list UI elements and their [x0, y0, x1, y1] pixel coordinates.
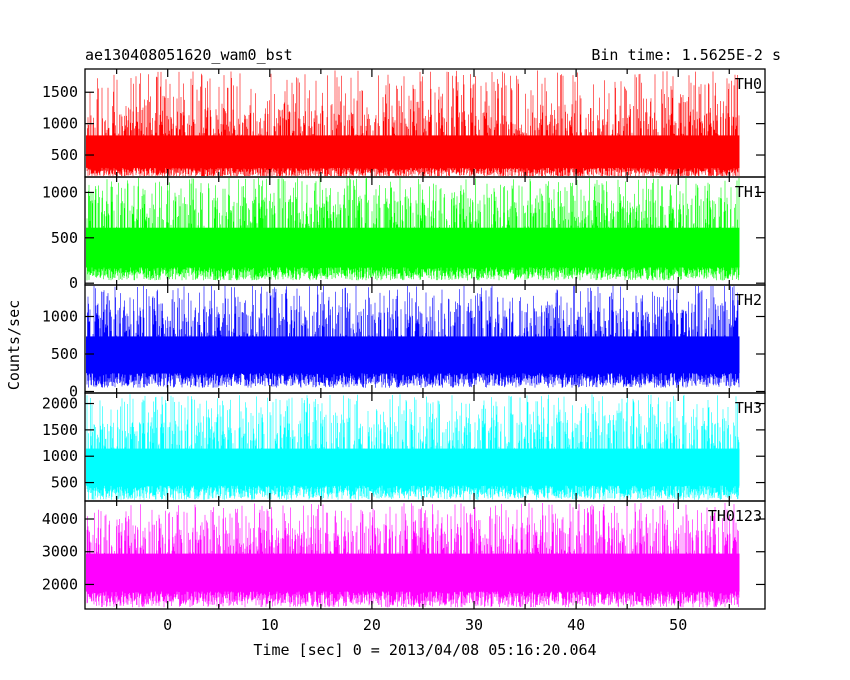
x-tick-label-0: 0 [163, 616, 172, 634]
series-th2 [86, 286, 740, 388]
x-tick-label-40: 40 [567, 616, 585, 634]
series-th3 [86, 394, 740, 500]
y-tick-label-th2-1000: 1000 [42, 308, 78, 326]
y-tick-label-th0-1000: 1000 [42, 115, 78, 133]
panel-th2: TH2 0 500 1000 [42, 284, 766, 401]
y-tick-label-th1-1000: 1000 [42, 183, 78, 201]
panel-th0123: TH0123 2000 3000 4000 [42, 500, 766, 610]
panel-th3: TH3 500 1000 1500 2000 [42, 392, 766, 502]
y-tick-label-th3-1000: 1000 [42, 447, 78, 465]
panel-th1: TH1 0 500 1000 [42, 176, 766, 292]
series-th0 [86, 70, 740, 176]
y-tick-label-th2-0: 0 [69, 383, 78, 401]
panel-label-th2: TH2 [735, 291, 762, 309]
y-axis-label: Counts/sec [5, 300, 23, 390]
x-tick-label-50: 50 [669, 616, 687, 634]
y-tick-label-th0-1500: 1500 [42, 83, 78, 101]
panel-th0: TH0 500 1000 1500 [42, 68, 766, 178]
y-tick-label-th3-500: 500 [51, 474, 78, 492]
series-th1 [86, 178, 740, 281]
panel-label-th1: TH1 [735, 183, 762, 201]
y-tick-label-th0-500: 500 [51, 146, 78, 164]
y-tick-label-th0123-4000: 4000 [42, 510, 78, 528]
y-tick-label-th3-2000: 2000 [42, 395, 78, 413]
y-tick-label-th1-500: 500 [51, 229, 78, 247]
panel-frame-th0123 [84, 500, 766, 610]
x-axis-label: Time [sec] 0 = 2013/04/08 05:16:20.064 [253, 641, 596, 659]
chart-title-right: Bin time: 1.5625E-2 s [591, 46, 781, 64]
y-tick-label-th1-0: 0 [69, 274, 78, 292]
panels-group: TH050010001500TH105001000TH205001000TH35… [42, 68, 766, 634]
panel-label-th0123: TH0123 [708, 507, 762, 525]
series-th0123 [86, 502, 740, 608]
y-tick-label-th3-1500: 1500 [42, 421, 78, 439]
y-tick-label-th2-500: 500 [51, 345, 78, 363]
panel-label-th3: TH3 [735, 399, 762, 417]
x-tick-label-30: 30 [465, 616, 483, 634]
y-tick-label-th0123-2000: 2000 [42, 575, 78, 593]
x-tick-label-10: 10 [261, 616, 279, 634]
chart-title-left: ae130408051620_wam0_bst [85, 46, 293, 64]
x-tick-label-20: 20 [363, 616, 381, 634]
panel-label-th0: TH0 [735, 75, 762, 93]
y-tick-label-th0123-3000: 3000 [42, 543, 78, 561]
